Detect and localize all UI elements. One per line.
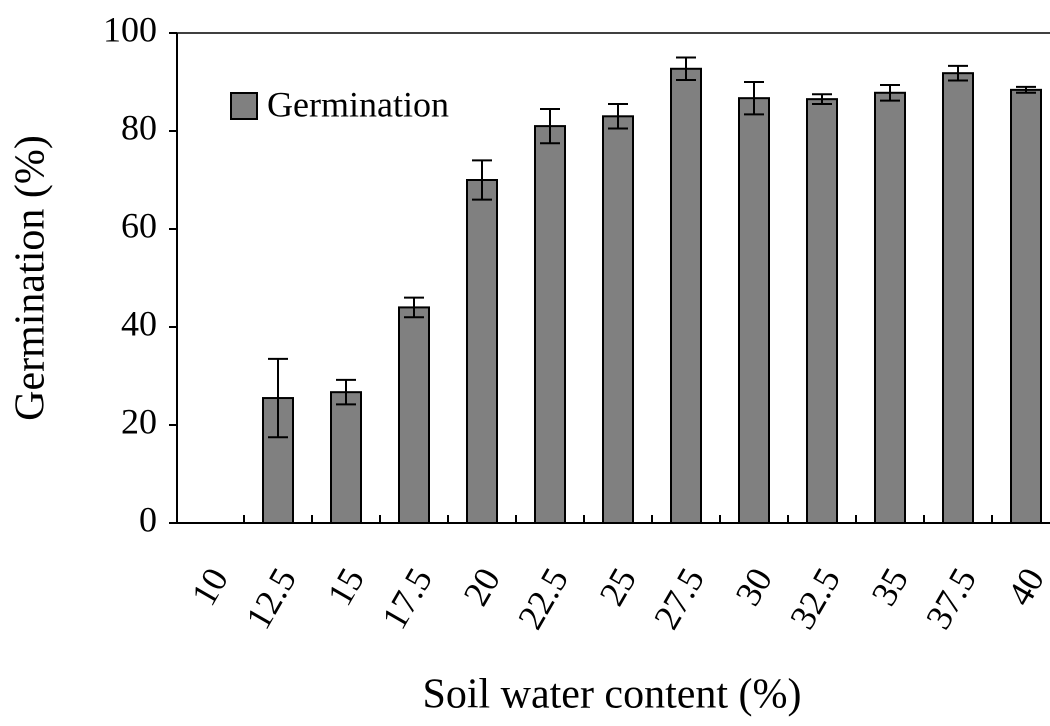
x-tick-label: 25: [591, 561, 644, 612]
x-tick-label: 27.5: [646, 561, 712, 636]
x-tick-label: 12.5: [238, 561, 304, 636]
error-bar: [472, 159, 492, 201]
x-tick-label: 32.5: [782, 561, 848, 636]
x-tick-label: 17.5: [374, 561, 440, 636]
error-bar: [540, 107, 560, 145]
legend-label: Germination: [267, 84, 449, 124]
y-axis-label: Germination (%): [8, 135, 54, 421]
x-tick-label: 37.5: [918, 561, 984, 636]
bar: [806, 98, 838, 525]
bar: [466, 179, 498, 524]
error-bar: [336, 378, 356, 406]
error-bar: [1016, 85, 1036, 94]
y-tick-label: 100: [103, 9, 157, 49]
y-tick-label: 40: [121, 303, 157, 343]
y-tick-label: 60: [121, 205, 157, 245]
bar: [534, 125, 566, 524]
bar: [874, 91, 906, 524]
y-tick-label: 20: [121, 401, 157, 441]
error-bar: [676, 56, 696, 82]
bar: [670, 67, 702, 525]
error-bar: [608, 103, 628, 130]
error-bar: [268, 357, 288, 439]
bar: [942, 72, 974, 525]
bar: [330, 391, 362, 525]
error-bar: [948, 64, 968, 82]
x-tick-label: 22.5: [510, 561, 576, 636]
x-axis-label: Soil water content (%): [422, 672, 801, 718]
legend-swatch: [230, 92, 258, 120]
y-tick-label: 80: [121, 107, 157, 147]
x-tick-label: 10: [183, 561, 236, 612]
error-bar: [744, 81, 764, 116]
bar: [1010, 88, 1042, 524]
x-tick-label: 30: [727, 561, 780, 612]
bar: [398, 306, 430, 524]
bar: [602, 115, 634, 525]
x-tick-label: 15: [319, 561, 372, 612]
error-bar: [404, 296, 424, 319]
x-tick-label: 35: [863, 561, 916, 612]
error-bar: [812, 93, 832, 106]
x-tick-label: 20: [455, 561, 508, 612]
y-tick-label: 0: [139, 499, 157, 539]
bar: [738, 97, 770, 524]
error-bar: [880, 83, 900, 102]
x-tick-label: 40: [999, 561, 1050, 612]
